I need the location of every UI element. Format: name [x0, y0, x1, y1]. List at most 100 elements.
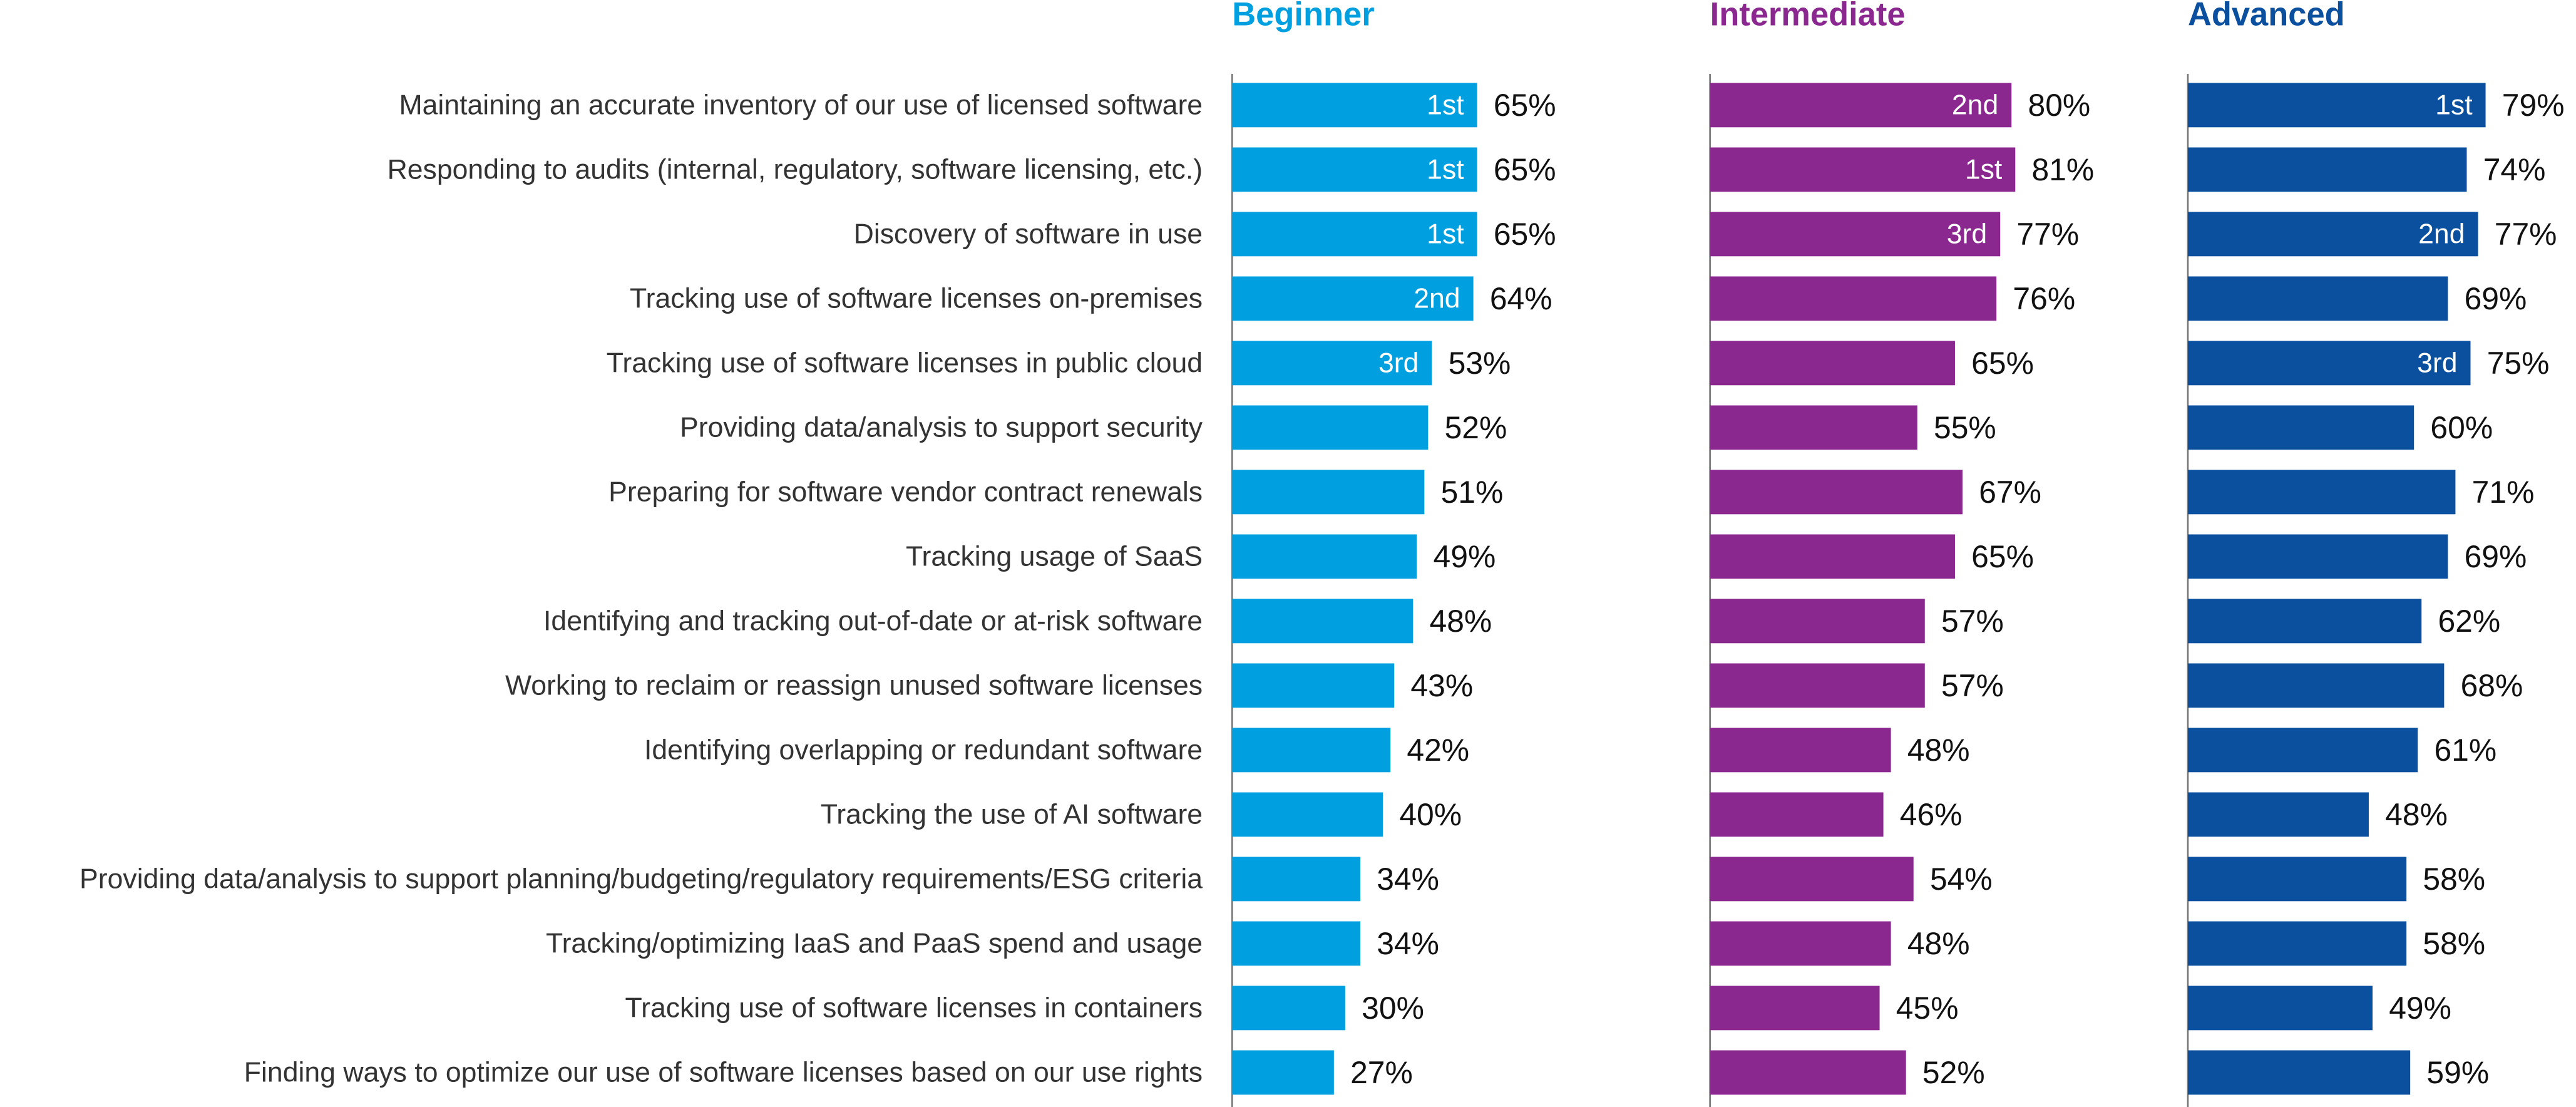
- bar: [1232, 1050, 1334, 1095]
- bar: [2187, 599, 2422, 644]
- rank-label: 2nd: [1952, 90, 1998, 120]
- value-label: 45%: [1896, 991, 1959, 1026]
- value-label: 65%: [1971, 346, 2034, 381]
- bar: [1710, 405, 1917, 450]
- bar: [1710, 1050, 1906, 1095]
- value-label: 64%: [1490, 281, 1552, 316]
- value-label: 65%: [1494, 217, 1556, 252]
- value-label: 57%: [1941, 668, 2004, 703]
- value-label: 67%: [1979, 475, 2041, 510]
- value-label: 58%: [2423, 926, 2485, 961]
- rank-label: 1st: [1965, 154, 2003, 185]
- value-label: 79%: [2502, 88, 2565, 123]
- bar: [1232, 147, 1477, 192]
- value-label: 61%: [2434, 733, 2496, 768]
- value-label: 46%: [1900, 797, 1963, 832]
- value-label: 68%: [2461, 668, 2523, 703]
- bar: [2187, 986, 2373, 1031]
- panel-header: Beginner: [1232, 0, 1374, 33]
- value-label: 42%: [1407, 733, 1469, 768]
- value-label: 77%: [2016, 217, 2079, 252]
- value-label: 80%: [2028, 88, 2090, 123]
- bar: [1232, 921, 1360, 966]
- category-label: Working to reclaim or reassign unused so…: [505, 670, 1203, 701]
- value-label: 65%: [1494, 152, 1556, 187]
- value-label: 52%: [1922, 1055, 1985, 1090]
- bar: [1710, 147, 2016, 192]
- value-label: 48%: [1907, 926, 1970, 961]
- value-label: 65%: [1494, 88, 1556, 123]
- category-label: Identifying and tracking out-of-date or …: [543, 605, 1203, 636]
- bar: [1232, 470, 1425, 515]
- bar: [2187, 341, 2471, 386]
- value-label: 74%: [2483, 152, 2546, 187]
- bar: [1710, 599, 1925, 644]
- bar: [1232, 534, 1417, 579]
- bar: [1710, 212, 2001, 257]
- value-label: 57%: [1941, 604, 2004, 639]
- category-label: Maintaining an accurate inventory of our…: [399, 90, 1203, 120]
- value-label: 49%: [1434, 539, 1496, 574]
- category-label: Discovery of software in use: [854, 219, 1203, 249]
- value-label: 55%: [1934, 410, 1996, 445]
- value-label: 43%: [1410, 668, 1473, 703]
- value-label: 58%: [2423, 862, 2485, 897]
- bar: [2187, 1050, 2411, 1095]
- bar: [1710, 986, 1880, 1031]
- category-label: Providing data/analysis to support plann…: [80, 863, 1203, 894]
- bar: [1710, 857, 1914, 902]
- category-label: Tracking the use of AI software: [821, 799, 1203, 830]
- value-label: 59%: [2426, 1055, 2489, 1090]
- category-label: Tracking use of software licenses on-pre…: [630, 283, 1203, 314]
- value-label: 48%: [1907, 733, 1970, 768]
- bar: [2187, 470, 2456, 515]
- value-label: 69%: [2465, 281, 2527, 316]
- value-label: 30%: [1362, 991, 1424, 1026]
- value-label: 52%: [1445, 410, 1507, 445]
- category-label: Tracking/optimizing IaaS and PaaS spend …: [546, 928, 1203, 959]
- rank-label: 3rd: [2417, 348, 2457, 378]
- bar: [1710, 276, 1997, 321]
- value-label: 75%: [2487, 346, 2550, 381]
- bar: [1232, 276, 1474, 321]
- value-label: 76%: [2013, 281, 2075, 316]
- value-label: 51%: [1441, 475, 1504, 510]
- bar: [2187, 212, 2478, 257]
- bar: [2187, 534, 2448, 579]
- category-label: Finding ways to optimize our use of soft…: [244, 1057, 1203, 1088]
- value-label: 60%: [2430, 410, 2493, 445]
- bar: [2187, 147, 2467, 192]
- bar: [1232, 663, 1395, 708]
- value-label: 27%: [1350, 1055, 1413, 1090]
- rank-label: 1st: [1427, 154, 1464, 185]
- rank-label: 2nd: [2418, 219, 2465, 249]
- rank-label: 1st: [1427, 219, 1464, 249]
- category-label: Preparing for software vendor contract r…: [608, 476, 1203, 507]
- bar: [1710, 921, 1891, 966]
- bar: [2187, 857, 2407, 902]
- bar: [2187, 663, 2445, 708]
- value-label: 54%: [1930, 862, 1993, 897]
- bar: [1710, 728, 1891, 773]
- value-label: 69%: [2465, 539, 2527, 574]
- bar: [2187, 83, 2486, 128]
- bar: [1232, 405, 1429, 450]
- bar: [1710, 792, 1884, 837]
- bar: [1232, 341, 1432, 386]
- panel-header: Intermediate: [1710, 0, 1906, 33]
- value-label: 48%: [2385, 797, 2448, 832]
- value-label: 62%: [2438, 604, 2500, 639]
- rank-label: 3rd: [1378, 348, 1419, 378]
- rank-label: 3rd: [1947, 219, 1987, 249]
- value-label: 53%: [1449, 346, 1511, 381]
- category-label: Providing data/analysis to support secur…: [680, 412, 1203, 443]
- category-label: Tracking use of software licenses in pub…: [607, 348, 1203, 378]
- bar: [2187, 921, 2407, 966]
- value-label: 49%: [2389, 991, 2451, 1026]
- value-label: 40%: [1399, 797, 1462, 832]
- bar: [1710, 470, 1963, 515]
- bar: [1710, 663, 1925, 708]
- bar: [2187, 276, 2448, 321]
- bar: [2187, 728, 2418, 773]
- panel-header: Advanced: [2188, 0, 2345, 33]
